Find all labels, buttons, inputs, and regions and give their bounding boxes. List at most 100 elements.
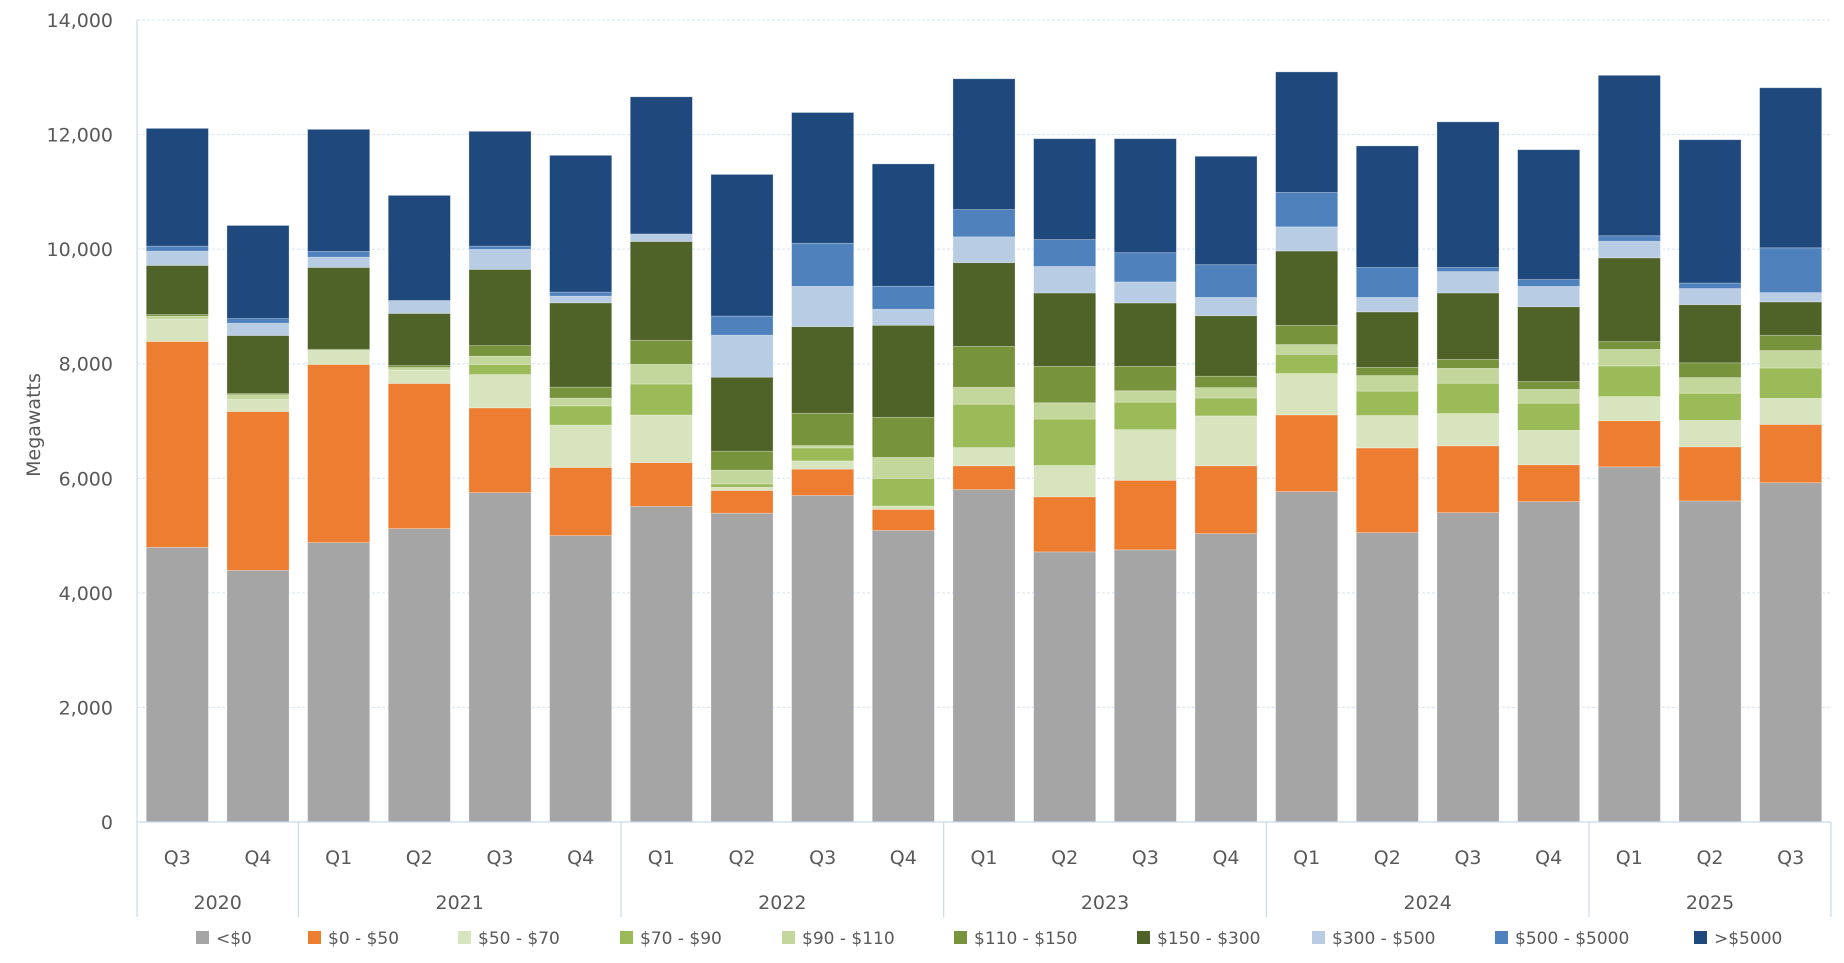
bar-segment: [387, 365, 451, 368]
legend-item: $500 - $5000: [1495, 929, 1629, 949]
legend-swatch: [196, 931, 209, 944]
x-category-label: Q2: [1051, 847, 1078, 869]
bar-stack: [1517, 149, 1581, 823]
bar-segment: [468, 492, 532, 823]
bar-stack: [1355, 145, 1419, 823]
bar-segment: [791, 460, 855, 470]
bar-segment: [1436, 445, 1500, 514]
bar-segment: [629, 339, 693, 365]
bar-stack: [791, 112, 855, 823]
bar-segment: [1436, 367, 1500, 384]
bar-segment: [1275, 491, 1339, 823]
x-category-label: Q2: [1696, 847, 1723, 869]
bar-segment: [871, 477, 935, 507]
bar-segment: [952, 489, 1016, 823]
bar-segment: [145, 245, 209, 252]
y-tick-label: 14,000: [47, 10, 113, 32]
bar-segment: [1355, 447, 1419, 533]
bar-segment: [871, 163, 935, 287]
legend-item: $300 - $500: [1312, 929, 1435, 949]
bar-segment: [1194, 415, 1258, 467]
bar-segment: [710, 334, 774, 378]
bar-segment: [1355, 532, 1419, 823]
bar-segment: [1436, 292, 1500, 360]
bar-segment: [1759, 334, 1823, 351]
x-category-label: Q2: [1374, 847, 1401, 869]
bar-segment: [1517, 429, 1581, 466]
bar-segment: [1194, 533, 1258, 823]
bar-segment: [1355, 375, 1419, 392]
bar-segment: [1194, 264, 1258, 298]
bar-segment: [549, 302, 613, 388]
bar-segment: [307, 348, 371, 351]
bar-segment: [871, 324, 935, 418]
bar-segment: [1597, 235, 1661, 242]
bar-segment: [1033, 239, 1097, 267]
y-axis-title: Megawatts: [23, 373, 45, 477]
y-tick-labels: 0 2,000 4,000 6,000 8,000 10,000 12,000 14,000: [47, 10, 113, 834]
bar-segment: [952, 262, 1016, 347]
bar-segment: [1113, 479, 1177, 551]
legend-label: $70 - $90: [640, 929, 722, 949]
bar-segment: [387, 300, 451, 314]
bar-segment: [468, 407, 532, 493]
bar-segment: [1113, 390, 1177, 403]
bar-segment: [1355, 390, 1419, 416]
bar-segment: [1033, 266, 1097, 294]
bar-segment: [387, 369, 451, 384]
bar-segment: [1678, 362, 1742, 379]
bar-segment: [1517, 402, 1581, 431]
bar-segment: [1597, 257, 1661, 342]
bar-segment: [871, 285, 935, 310]
bar-segment: [1194, 397, 1258, 417]
bar-segment: [226, 411, 290, 571]
bar-segment: [226, 569, 290, 823]
bar-segment: [468, 269, 532, 346]
x-category-label: Q3: [1132, 847, 1159, 869]
bar-segment: [145, 341, 209, 548]
legend-label: $50 - $70: [478, 929, 560, 949]
x-category-label: Q1: [1293, 847, 1320, 869]
bar-segment: [1517, 286, 1581, 308]
legend-item: $150 - $300: [1137, 929, 1260, 949]
bar-segment: [1355, 267, 1419, 298]
bar-segment: [145, 315, 209, 320]
bar-segment: [387, 383, 451, 530]
bar-segment: [1113, 138, 1177, 254]
x-category-label: Q3: [164, 847, 191, 869]
bar-segment: [1275, 324, 1339, 345]
x-group-label: 2022: [758, 892, 806, 914]
bar-stack: [1113, 138, 1177, 823]
y-tick-label: 0: [101, 812, 113, 834]
x-category-label: Q1: [1616, 847, 1643, 869]
bar-stack: [1033, 138, 1097, 823]
bar-segment: [1275, 353, 1339, 374]
bar-segment: [1517, 149, 1581, 280]
legend-label: >$5000: [1714, 929, 1782, 949]
axes: [136, 20, 1831, 823]
bar-segment: [1355, 145, 1419, 268]
bar-segment: [1113, 429, 1177, 481]
bar-segment: [1194, 465, 1258, 534]
x-category-label: Q1: [325, 847, 352, 869]
legend-swatch: [1694, 931, 1707, 944]
legend-item: <$0: [196, 929, 252, 949]
bar-segment: [1113, 401, 1177, 431]
bar-segment: [1033, 496, 1097, 553]
bar-segment: [468, 245, 532, 250]
x-category-label: Q3: [1777, 847, 1804, 869]
bar-segment: [226, 399, 290, 412]
bar-segment: [1194, 315, 1258, 377]
legend-label: $300 - $500: [1332, 929, 1435, 949]
legend-swatch: [954, 931, 967, 944]
bar-segment: [1436, 121, 1500, 268]
bar-segment: [1033, 551, 1097, 823]
bar-segment: [1597, 341, 1661, 350]
x-category-label: Q4: [890, 847, 917, 869]
bar-segment: [1436, 267, 1500, 272]
legend-swatch: [1137, 931, 1150, 944]
bar-segment: [710, 376, 774, 452]
bar-segment: [791, 468, 855, 496]
bar-segment: [226, 318, 290, 324]
legend-item: $90 - $110: [782, 929, 895, 949]
